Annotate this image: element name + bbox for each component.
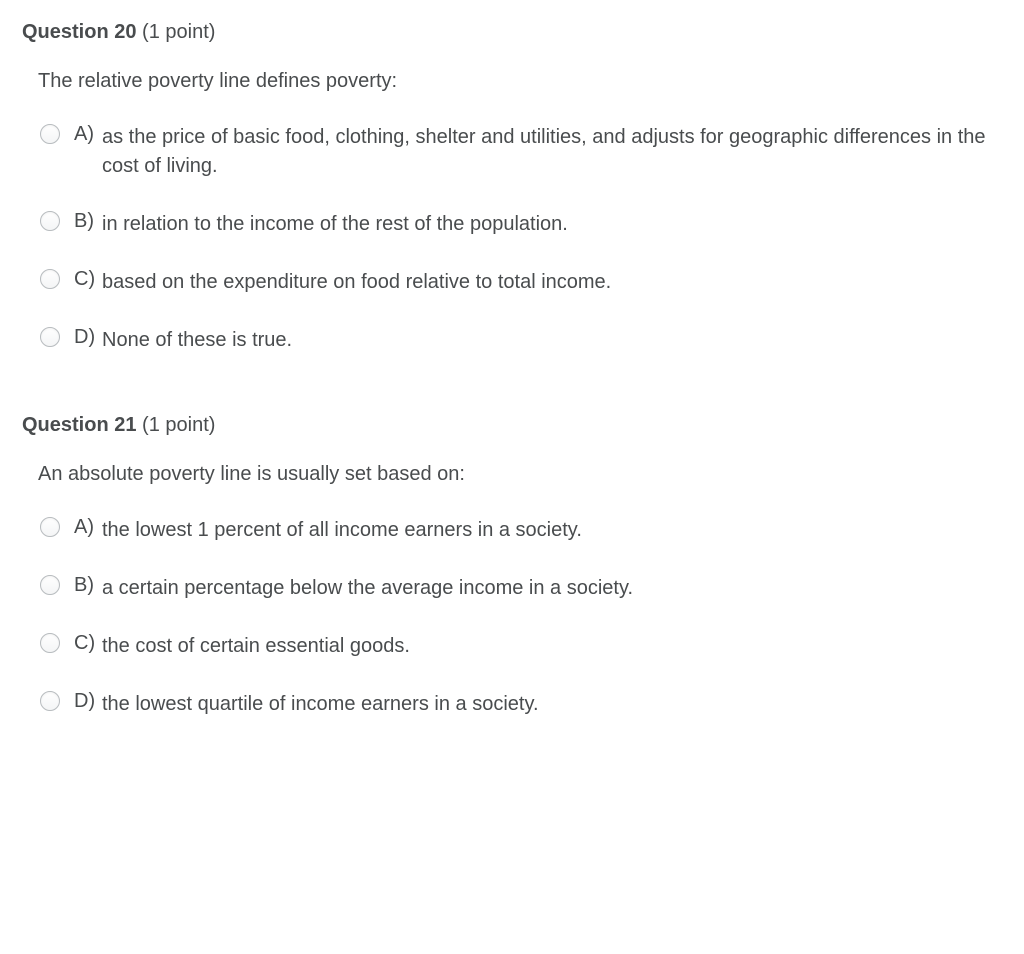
option-row[interactable]: A) as the price of basic food, clothing,… bbox=[40, 120, 1002, 181]
option-row[interactable]: B) a certain percentage below the averag… bbox=[40, 571, 1002, 603]
option-letter: B) bbox=[74, 207, 102, 236]
option-letter: A) bbox=[74, 513, 102, 542]
question-header: Question 21 (1 point) bbox=[22, 411, 1002, 440]
question-label: Question bbox=[22, 414, 109, 436]
option-text: the lowest 1 percent of all income earne… bbox=[102, 516, 1002, 545]
option-text: None of these is true. bbox=[102, 326, 1002, 355]
option-row[interactable]: C) based on the expenditure on food rela… bbox=[40, 265, 1002, 297]
question-block: Question 20 (1 point) The relative pover… bbox=[22, 18, 1002, 355]
option-row[interactable]: B) in relation to the income of the rest… bbox=[40, 207, 1002, 239]
question-block: Question 21 (1 point) An absolute povert… bbox=[22, 411, 1002, 719]
question-points: (1 point) bbox=[142, 21, 215, 43]
option-text: in relation to the income of the rest of… bbox=[102, 210, 1002, 239]
radio-icon[interactable] bbox=[40, 124, 60, 144]
radio-icon[interactable] bbox=[40, 517, 60, 537]
radio-icon[interactable] bbox=[40, 269, 60, 289]
radio-icon[interactable] bbox=[40, 633, 60, 653]
radio-icon[interactable] bbox=[40, 211, 60, 231]
question-points: (1 point) bbox=[142, 414, 215, 436]
option-text: as the price of basic food, clothing, sh… bbox=[102, 123, 1002, 181]
option-text: based on the expenditure on food relativ… bbox=[102, 268, 1002, 297]
radio-icon[interactable] bbox=[40, 327, 60, 347]
option-letter: B) bbox=[74, 571, 102, 600]
option-text: the lowest quartile of income earners in… bbox=[102, 690, 1002, 719]
option-letter: D) bbox=[74, 687, 102, 716]
question-header: Question 20 (1 point) bbox=[22, 18, 1002, 47]
option-letter: C) bbox=[74, 629, 102, 658]
question-label: Question bbox=[22, 21, 109, 43]
question-text: An absolute poverty line is usually set … bbox=[38, 460, 1002, 489]
question-number: 21 bbox=[114, 414, 136, 436]
option-letter: C) bbox=[74, 265, 102, 294]
question-text: The relative poverty line defines povert… bbox=[38, 67, 1002, 96]
question-number: 20 bbox=[114, 21, 136, 43]
option-text: the cost of certain essential goods. bbox=[102, 632, 1002, 661]
option-row[interactable]: A) the lowest 1 percent of all income ea… bbox=[40, 513, 1002, 545]
option-row[interactable]: D) None of these is true. bbox=[40, 323, 1002, 355]
option-row[interactable]: D) the lowest quartile of income earners… bbox=[40, 687, 1002, 719]
options-list: A) as the price of basic food, clothing,… bbox=[40, 120, 1002, 355]
options-list: A) the lowest 1 percent of all income ea… bbox=[40, 513, 1002, 719]
option-text: a certain percentage below the average i… bbox=[102, 574, 1002, 603]
option-letter: D) bbox=[74, 323, 102, 352]
radio-icon[interactable] bbox=[40, 575, 60, 595]
option-row[interactable]: C) the cost of certain essential goods. bbox=[40, 629, 1002, 661]
option-letter: A) bbox=[74, 120, 102, 149]
radio-icon[interactable] bbox=[40, 691, 60, 711]
